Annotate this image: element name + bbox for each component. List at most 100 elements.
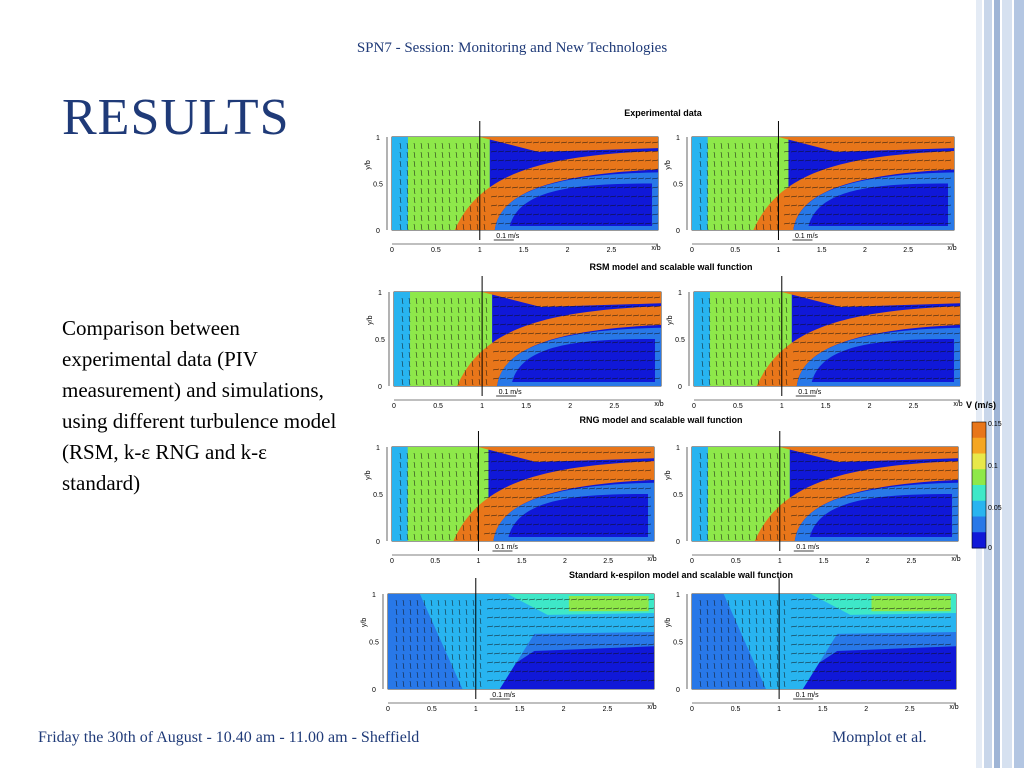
velocity-arrow <box>846 451 854 454</box>
velocity-arrow <box>722 306 725 314</box>
velocity-arrow <box>827 341 835 344</box>
velocity-arrow <box>618 368 626 371</box>
velocity-arrow <box>581 186 589 189</box>
velocity-arrow <box>799 314 807 317</box>
velocity-arrow <box>790 607 798 610</box>
velocity-arrow <box>937 177 945 180</box>
velocity-arrow <box>736 333 739 341</box>
velocity-arrow <box>834 296 842 299</box>
y-tick: 0.5 <box>373 492 383 499</box>
velocity-arrow <box>395 635 398 643</box>
velocity-arrow <box>720 533 723 541</box>
velocity-arrow <box>757 324 760 332</box>
velocity-arrow <box>451 644 454 652</box>
velocity-arrow <box>916 204 924 207</box>
velocity-arrow <box>741 524 744 532</box>
velocity-arrow <box>790 195 798 198</box>
velocity-arrow <box>834 341 842 344</box>
velocity-arrow <box>881 505 889 508</box>
velocity-arrow <box>441 506 444 514</box>
velocity-arrow <box>556 625 564 628</box>
velocity-arrow <box>602 195 610 198</box>
velocity-arrow <box>825 460 833 463</box>
velocity-arrow <box>455 160 458 168</box>
velocity-arrow <box>909 451 917 454</box>
velocity-arrow <box>598 679 606 682</box>
velocity-arrow <box>415 315 418 323</box>
velocity-arrow <box>720 452 723 460</box>
velocity-arrow <box>497 460 505 463</box>
velocity-arrow <box>944 679 952 682</box>
velocity-arrow <box>946 341 954 344</box>
velocity-arrow <box>918 350 926 353</box>
velocity-arrow <box>923 523 931 526</box>
velocity-arrow <box>399 187 402 195</box>
velocity-arrow <box>755 461 758 469</box>
velocity-arrow <box>472 680 475 688</box>
velocity-arrow <box>399 524 402 532</box>
velocity-arrow <box>437 644 440 652</box>
velocity-arrow <box>713 169 716 177</box>
velocity-arrow <box>591 616 599 619</box>
velocity-arrow <box>783 599 786 607</box>
y-axis-label: y/b <box>361 618 368 627</box>
velocity-arrow <box>639 323 647 326</box>
velocity-arrow <box>937 634 945 637</box>
velocity-arrow <box>602 159 610 162</box>
velocity-arrow <box>841 368 849 371</box>
velocity-arrow <box>832 661 840 664</box>
velocity-arrow <box>804 532 812 535</box>
velocity-arrow <box>860 487 868 490</box>
velocity-arrow <box>944 478 952 481</box>
velocity-arrow <box>401 369 404 377</box>
velocity-arrow <box>597 305 605 308</box>
velocity-arrow <box>939 314 947 317</box>
velocity-arrow <box>946 332 954 335</box>
velocity-arrow <box>932 359 940 362</box>
velocity-arrow <box>804 186 812 189</box>
velocity-arrow <box>946 377 954 380</box>
velocity-arrow <box>408 351 411 359</box>
velocity-arrow <box>776 608 779 616</box>
velocity-arrow <box>699 461 702 469</box>
velocity-arrow <box>804 213 812 216</box>
velocity-arrow <box>811 514 819 517</box>
velocity-arrow <box>930 168 938 171</box>
velocity-arrow <box>535 607 543 610</box>
velocity-arrow <box>909 670 917 673</box>
velocity-arrow <box>616 141 624 144</box>
velocity-arrow <box>595 159 603 162</box>
velocity-arrow <box>492 305 500 308</box>
velocity-arrow <box>923 460 931 463</box>
velocity-arrow <box>630 505 638 508</box>
velocity-arrow <box>632 359 640 362</box>
velocity-arrow <box>591 670 599 673</box>
velocity-arrow <box>944 670 952 673</box>
velocity-arrow <box>406 214 409 222</box>
velocity-arrow <box>706 617 709 625</box>
velocity-arrow <box>916 652 924 655</box>
velocity-arrow <box>846 496 854 499</box>
velocity-arrow <box>626 616 634 619</box>
velocity-arrow <box>448 196 451 204</box>
velocity-arrow <box>825 141 833 144</box>
velocity-arrow <box>618 341 626 344</box>
velocity-arrow <box>748 533 751 541</box>
velocity-arrow <box>706 671 709 679</box>
velocity-arrow <box>804 652 812 655</box>
velocity-arrow <box>827 332 835 335</box>
velocity-arrow <box>923 150 931 153</box>
footer-date: Friday the 30th of August - 10.40 am - 1… <box>38 729 420 746</box>
velocity-arrow <box>776 533 779 541</box>
velocity-arrow <box>595 204 603 207</box>
velocity-arrow <box>525 523 533 526</box>
velocity-arrow <box>867 634 875 637</box>
velocity-arrow <box>548 332 556 335</box>
velocity-arrow <box>535 616 543 619</box>
velocity-arrow <box>623 460 631 463</box>
velocity-arrow <box>630 451 638 454</box>
velocity-arrow <box>483 169 486 177</box>
velocity-arrow <box>626 670 634 673</box>
velocity-arrow <box>478 333 481 341</box>
velocity-arrow <box>577 634 585 637</box>
